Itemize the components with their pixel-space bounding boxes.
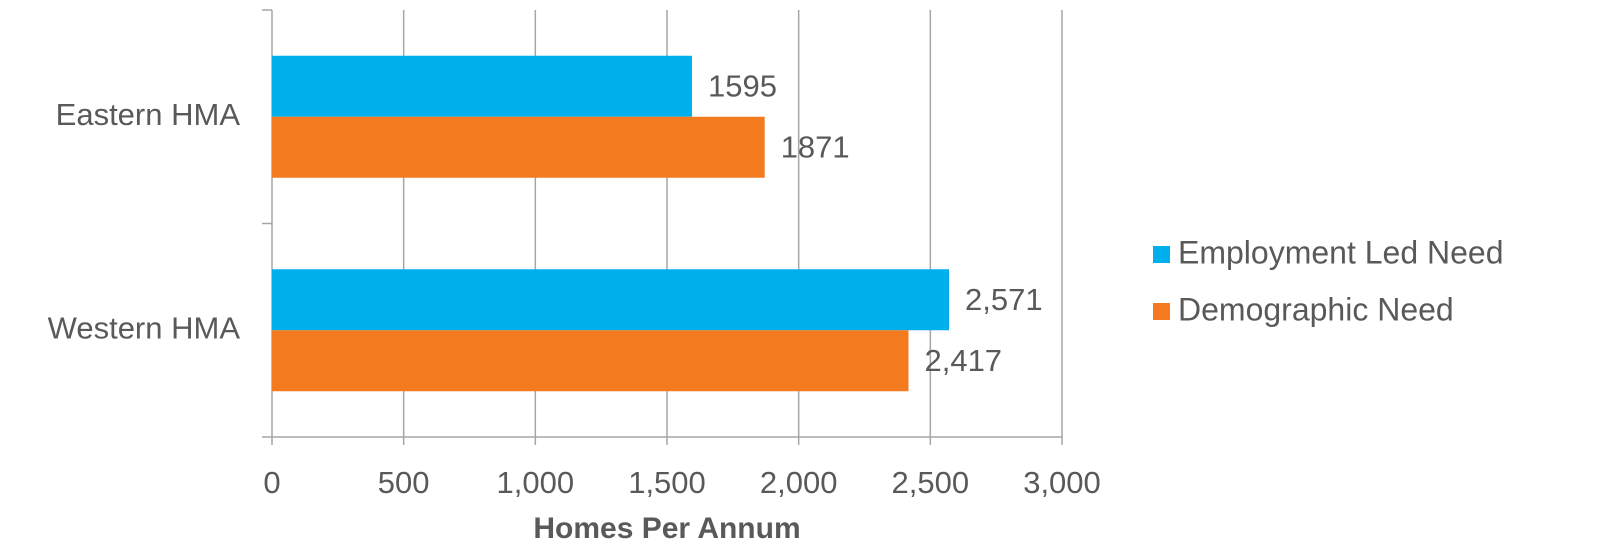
value-label: 1871	[781, 129, 850, 164]
x-tick-label: 1,000	[497, 465, 575, 500]
x-tick-label: 3,000	[1023, 465, 1101, 500]
legend-swatch	[1153, 246, 1170, 263]
value-label: 2,571	[965, 282, 1043, 317]
x-tick-label: 2,500	[892, 465, 970, 500]
bar	[272, 116, 765, 178]
x-tick-label: 500	[378, 465, 430, 500]
value-label: 1595	[708, 68, 777, 103]
bar	[272, 55, 693, 117]
value-label: 2,417	[924, 343, 1002, 378]
y-tick-label: Western HMA	[48, 310, 241, 345]
x-axis-label: Homes Per Annum	[533, 512, 800, 545]
legend-label: Employment Led Need	[1178, 234, 1504, 270]
bar	[272, 269, 950, 331]
y-tick-label: Eastern HMA	[56, 97, 241, 132]
legend-swatch	[1153, 303, 1170, 320]
bar	[272, 330, 909, 392]
x-tick-label: 2,000	[760, 465, 838, 500]
legend-label: Demographic Need	[1178, 291, 1454, 327]
x-tick-label: 0	[263, 465, 280, 500]
x-tick-label: 1,500	[628, 465, 706, 500]
